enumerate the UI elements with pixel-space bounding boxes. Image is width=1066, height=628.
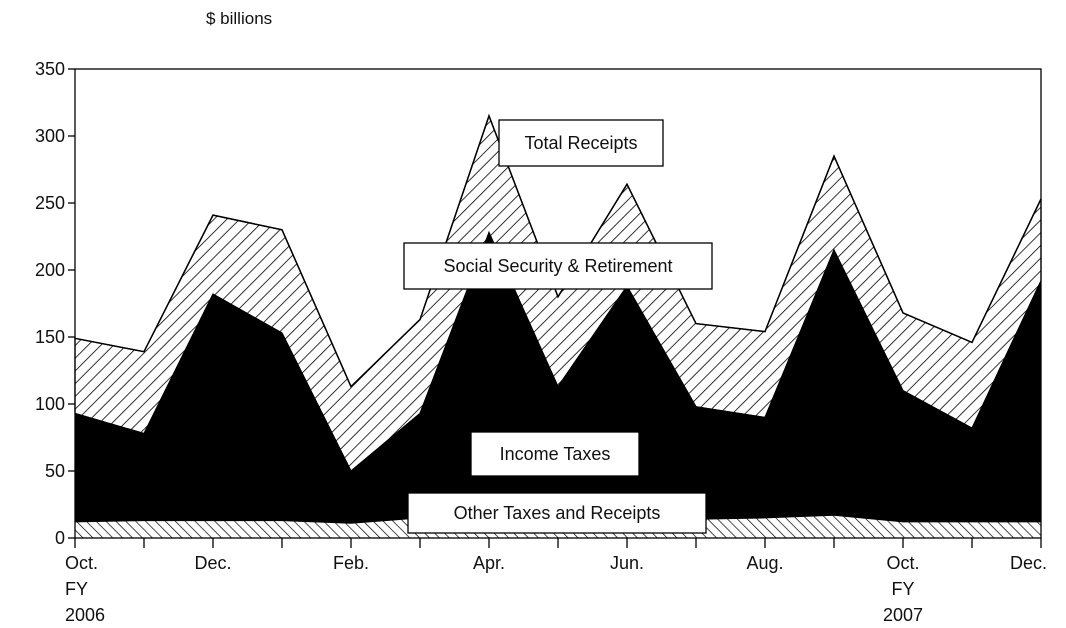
callout-social-security-retirement-box [403, 242, 713, 290]
y-tick-label: 250 [35, 193, 65, 213]
x-tick-label: Aug. [746, 553, 783, 573]
x-tick-label: 2006 [65, 605, 105, 625]
callout-social-security-retirement-text: Social Security & Retirement [443, 256, 672, 276]
callout-social-security-retirement: Social Security & Retirement [403, 242, 713, 290]
x-tick-label: Oct. [886, 553, 919, 573]
x-tick-label: FY [65, 579, 88, 599]
callout-income-taxes-text: Income Taxes [500, 444, 611, 464]
line-total-receipts [74, 113, 1042, 388]
x-tick-label: Dec. [1010, 553, 1047, 573]
y-unit-label: $ billions [206, 9, 272, 28]
x-tick-label: Oct. [65, 553, 98, 573]
x-axis-ticks: Oct. FY 2006 Dec. Feb. Apr. Jun. Aug. Oct. FY 2007… [65, 538, 1047, 625]
callout-total-receipts: Total Receipts [498, 119, 664, 167]
callout-labels: Total Receipts Social Security & Retireme… [403, 119, 713, 534]
y-tick-label: 150 [35, 327, 65, 347]
y-tick-label: 50 [45, 461, 65, 481]
y-axis-ticks: 0 50 100 150 200 250 300 350 [35, 59, 75, 548]
callout-total-receipts-box [498, 119, 664, 167]
y-tick-label: 350 [35, 59, 65, 79]
x-tick-label: 2007 [883, 605, 923, 625]
x-tick-label: Apr. [473, 553, 505, 573]
x-tick-label: Dec. [194, 553, 231, 573]
x-tick-label: Feb. [333, 553, 369, 573]
callout-other-taxes-receipts-text: Other Taxes and Receipts [454, 503, 661, 523]
callout-income-taxes-box [470, 431, 640, 477]
callout-income-taxes: Income Taxes [470, 431, 640, 477]
x-tick-label: Jun. [610, 553, 644, 573]
callout-other-taxes-receipts: Other Taxes and Receipts [407, 492, 707, 534]
y-tick-label: 0 [55, 528, 65, 548]
y-tick-label: 200 [35, 260, 65, 280]
y-tick-label: 300 [35, 126, 65, 146]
y-tick-label: 100 [35, 394, 65, 414]
callout-other-taxes-receipts-box [407, 492, 707, 534]
callout-total-receipts-text: Total Receipts [524, 133, 637, 153]
x-tick-label: FY [891, 579, 914, 599]
